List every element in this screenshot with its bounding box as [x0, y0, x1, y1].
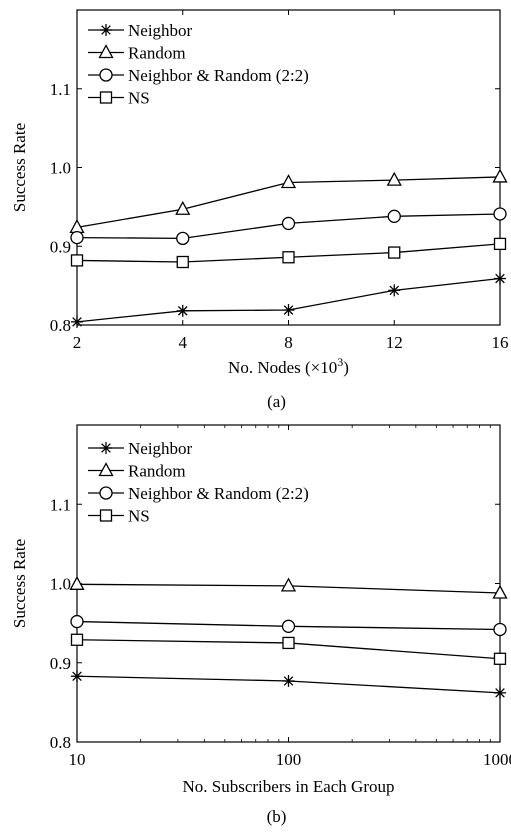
y-tick-label-b-1: 0.9 — [50, 654, 71, 673]
legend-label-b-1: Random — [128, 462, 186, 481]
legend-entry-b-3: NS — [88, 507, 150, 526]
point-b-0-0 — [71, 670, 83, 683]
legend-label-a-1: Random — [128, 44, 186, 63]
point-a-0-1 — [176, 304, 189, 317]
x-tick-label-b-1: 100 — [276, 750, 302, 769]
point-a-2-0 — [70, 230, 84, 245]
legend-label-b-0: Neighbor — [128, 439, 193, 458]
point-a-1-2 — [280, 174, 297, 189]
x-axis-label-a: No. Nodes (×103) — [228, 355, 349, 377]
legend-entry-a-1: Random — [88, 44, 186, 63]
x-tick-label-a-2: 8 — [284, 333, 293, 352]
y-tick-label-a-0: 0.8 — [50, 316, 71, 335]
legend-label-a-2: Neighbor & Random (2:2) — [128, 66, 309, 85]
point-b-2-1 — [281, 619, 296, 633]
point-a-3-2 — [282, 251, 295, 264]
legend-label-a-0: Neighbor — [128, 21, 193, 40]
legend-entry-a-0: Neighbor — [88, 21, 193, 40]
point-a-2-1 — [176, 231, 190, 246]
caption-a: (a) — [267, 392, 286, 411]
y-axis-label-b: Success Rate — [10, 539, 29, 628]
point-b-3-2 — [493, 652, 507, 665]
point-a-2-4 — [493, 207, 507, 221]
point-b-3-0 — [70, 633, 84, 646]
point-a-0-3 — [388, 284, 401, 297]
legend-entry-b-1: Random — [88, 462, 186, 481]
legend-entry-b-2: Neighbor & Random (2:2) — [88, 484, 309, 503]
x-axis-label-b: No. Subscribers in Each Group — [183, 777, 395, 796]
y-tick-label-a-1: 0.9 — [50, 237, 71, 256]
point-a-3-4 — [493, 237, 507, 251]
legend-entry-b-0: Neighbor — [88, 439, 193, 458]
point-a-1-4 — [492, 168, 508, 183]
point-b-2-0 — [70, 614, 84, 629]
point-a-2-2 — [281, 216, 296, 231]
point-a-3-0 — [70, 254, 84, 267]
legend-marker-a-3 — [99, 91, 113, 104]
y-tick-label-a-3: 1.1 — [50, 80, 71, 99]
point-a-0-4 — [494, 272, 506, 285]
y-tick-label-b-2: 1.0 — [50, 575, 71, 594]
point-b-0-1 — [282, 674, 295, 687]
legend-label-b-3: NS — [128, 507, 150, 526]
legend-marker-b-0 — [100, 442, 112, 454]
point-b-1-1 — [280, 577, 297, 592]
legend-marker-b-1 — [98, 462, 114, 477]
x-tick-label-a-0: 2 — [73, 333, 82, 352]
caption-b: (b) — [267, 807, 287, 826]
point-a-0-0 — [71, 315, 83, 328]
x-tick-label-b-2: 1000 — [483, 750, 511, 769]
point-b-0-2 — [494, 686, 506, 699]
x-tick-label-b-0: 10 — [69, 750, 86, 769]
legend-marker-b-3 — [99, 509, 113, 522]
point-b-3-1 — [282, 636, 295, 650]
point-b-1-2 — [492, 584, 508, 599]
legend-label-b-2: Neighbor & Random (2:2) — [128, 484, 309, 503]
legend-label-a-3: NS — [128, 89, 150, 108]
y-tick-label-b-0: 0.8 — [50, 733, 71, 752]
legend-marker-a-0 — [100, 24, 112, 36]
point-b-1-0 — [69, 575, 85, 590]
x-tick-label-a-4: 16 — [492, 333, 509, 352]
chart-a: 0.8 0.9 1.0 1.1 2 4 8 12 16 Neighbor Random Neighbo… — [10, 9, 509, 411]
point-a-0-2 — [282, 304, 295, 317]
y-tick-label-a-2: 1.0 — [50, 159, 71, 178]
legend-entry-a-2: Neighbor & Random (2:2) — [88, 66, 309, 85]
y-axis-label-a: Success Rate — [10, 123, 29, 212]
point-a-1-1 — [175, 200, 191, 215]
legend-entry-a-3: NS — [88, 89, 150, 108]
point-a-2-3 — [387, 209, 401, 223]
x-tick-label-a-3: 12 — [386, 333, 403, 352]
legend-marker-a-1 — [98, 44, 114, 59]
x-tick-label-a-1: 4 — [179, 333, 188, 352]
y-tick-label-b-3: 1.1 — [50, 495, 71, 514]
point-a-3-3 — [388, 246, 401, 259]
legend-marker-b-2 — [99, 486, 113, 500]
legend-marker-a-2 — [99, 68, 113, 82]
point-a-1-3 — [386, 171, 402, 186]
chart-b: 0.8 0.9 1.0 1.1 10 100 1000 Neighbor Random Neigh… — [10, 424, 511, 826]
point-b-2-2 — [493, 622, 507, 637]
point-a-3-1 — [176, 255, 189, 269]
